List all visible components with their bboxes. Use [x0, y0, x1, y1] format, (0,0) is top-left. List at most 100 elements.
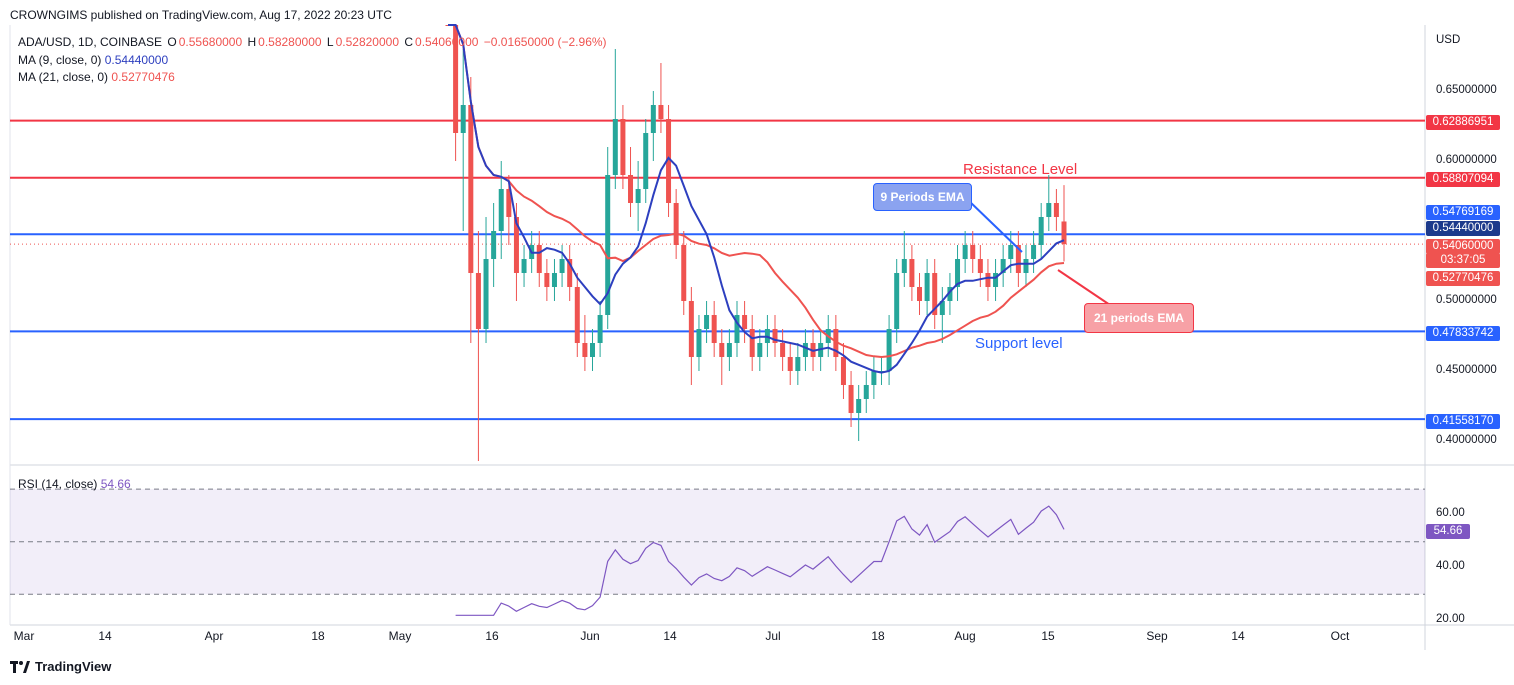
close-value: 0.54060000 — [415, 35, 479, 49]
time-tick-label: Mar — [13, 629, 35, 643]
candle-body — [878, 371, 884, 372]
change-value: −0.01650000 (−2.96%) — [483, 35, 607, 49]
candle-body — [772, 329, 778, 343]
tradingview-logo-icon — [10, 660, 30, 673]
candle-body — [711, 315, 717, 343]
time-tick-label: 16 — [485, 629, 499, 643]
time-tick-label: 14 — [1231, 629, 1245, 643]
ema21-callout[interactable]: 21 periods EMA — [1084, 303, 1194, 333]
candle-body — [688, 301, 694, 357]
candle-body — [567, 259, 573, 287]
time-tick-label: Jul — [765, 629, 781, 643]
candle-body — [734, 315, 740, 343]
candle-body — [894, 273, 900, 329]
candle-body — [719, 343, 725, 357]
ema9-callout[interactable]: 9 Periods EMA — [873, 183, 972, 211]
candle-body — [985, 273, 991, 287]
ma21-value: 0.52770476 — [111, 70, 175, 84]
candle-body — [886, 329, 892, 371]
candle-body — [658, 105, 664, 119]
candle-body — [1046, 203, 1052, 217]
tradingview-footer[interactable]: TradingView — [10, 659, 111, 674]
candle-body — [848, 385, 854, 413]
candle-body — [840, 357, 846, 385]
candle-body — [1061, 221, 1067, 245]
candle-body — [551, 273, 557, 287]
price-tag: 0.54440000 — [1426, 221, 1500, 236]
candle-body — [863, 385, 869, 399]
candle-body — [1023, 259, 1029, 273]
candle-body — [924, 273, 930, 301]
candle-body — [909, 259, 915, 287]
candle-body — [970, 245, 976, 259]
candle-body — [468, 105, 474, 273]
price-tag: 03:37:05 — [1426, 253, 1500, 268]
candle-body — [1008, 245, 1014, 259]
candle-body — [1038, 217, 1044, 245]
rsi-value-tag: 54.66 — [1426, 524, 1470, 539]
candle-body — [787, 357, 793, 371]
candle-body — [475, 273, 481, 329]
candle-body — [856, 399, 862, 413]
candle-body — [780, 343, 786, 357]
candle-body — [726, 343, 732, 357]
ma21-legend[interactable]: MA (21, close, 0) 0.52770476 — [18, 70, 175, 84]
support-level-label: Support level — [975, 335, 1063, 352]
candle-body — [506, 189, 512, 217]
candle-body — [1031, 245, 1037, 259]
candle-body — [901, 259, 907, 273]
time-tick-label: 15 — [1041, 629, 1055, 643]
candle-body — [757, 343, 763, 357]
candle-body — [574, 287, 580, 343]
candle-body — [483, 259, 489, 329]
candle-body — [453, 25, 459, 133]
low-label: L — [326, 35, 334, 49]
ma9-line — [448, 24, 1065, 374]
ma9-legend[interactable]: MA (9, close, 0) 0.54440000 — [18, 53, 168, 67]
time-tick-label: Jun — [580, 629, 600, 643]
price-tick-label: 0.50000000 — [1436, 294, 1497, 306]
candle-body — [704, 315, 710, 329]
candle-body — [939, 301, 945, 315]
rsi-legend-value: 54.66 — [100, 477, 131, 491]
price-tick-label: 0.45000000 — [1436, 364, 1497, 376]
candle-body — [521, 259, 527, 273]
time-tick-label: Apr — [204, 629, 224, 643]
time-tick-label: Aug — [954, 629, 976, 643]
time-tick-label: 14 — [98, 629, 112, 643]
candle-body — [620, 119, 626, 175]
candle-body — [643, 133, 649, 189]
candle-body — [917, 287, 923, 301]
ma9-label: MA (9, close, 0) — [18, 53, 102, 67]
close-label: C — [404, 35, 414, 49]
price-tick-label: 0.60000000 — [1436, 154, 1497, 166]
candle-body — [544, 273, 550, 287]
candle-body — [833, 329, 839, 357]
rsi-line — [455, 505, 1065, 616]
currency-label: USD — [1436, 34, 1461, 46]
candle-body — [802, 343, 808, 357]
candle-body — [977, 259, 983, 273]
candle-body — [666, 119, 672, 203]
tradingview-brand: TradingView — [35, 659, 112, 674]
candle-body — [491, 231, 497, 259]
candle-body — [460, 105, 466, 133]
candle-body — [597, 315, 603, 343]
time-tick-label: May — [388, 629, 412, 643]
price-tag: 0.58807094 — [1426, 172, 1500, 187]
time-tick-label: Sep — [1146, 629, 1168, 643]
publisher-line: CROWNGIMS published on TradingView.com, … — [10, 8, 392, 22]
time-tick-label: Oct — [1330, 629, 1350, 643]
rsi-tick-label: 20.00 — [1436, 612, 1465, 625]
price-tag: 0.47833742 — [1426, 326, 1500, 341]
price-tag: 0.54060000 — [1426, 239, 1500, 254]
candle-body — [932, 273, 938, 315]
rsi-legend[interactable]: RSI (14, close) 54.66 — [18, 477, 131, 491]
candle-body — [513, 217, 519, 273]
price-tag: 0.54769169 — [1426, 205, 1500, 220]
candle-body — [628, 175, 634, 203]
candle-body — [962, 245, 968, 259]
candle-body — [559, 259, 565, 273]
candle-body — [795, 357, 801, 371]
